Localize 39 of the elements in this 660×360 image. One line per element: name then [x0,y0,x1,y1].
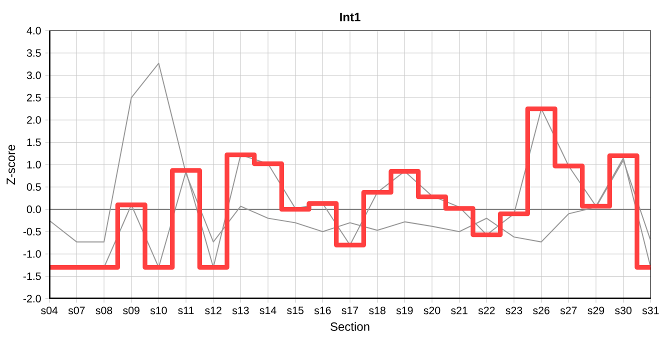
y-tick-label: 2.0 [27,116,41,124]
y-tick-label: 0.0 [26,206,41,214]
x-tick-label: s27 [560,306,577,314]
chart-title: Int1 [340,12,360,22]
x-tick-label: s31 [642,306,659,314]
y-tick-label: -1.0 [23,250,41,258]
x-tick-label: s13 [232,306,249,314]
x-tick-label: s14 [260,306,276,314]
x-tick-label: s17 [342,306,358,314]
y-tick-label: 3.0 [26,72,41,80]
y-tick-label: 2.5 [27,94,41,102]
x-tick-label: s12 [205,306,222,314]
x-tick-label: s23 [506,306,522,314]
x-tick-label: s29 [588,306,604,314]
x-tick-label: s15 [287,306,304,314]
x-tick-label: s22 [478,306,495,314]
x-tick-label: s07 [68,306,85,314]
y-tick-label: 1.0 [27,160,41,168]
x-tick-label: s11 [178,306,194,314]
x-tick-label: s18 [369,306,386,314]
y-tick-label: 3.5 [26,49,41,57]
y-axis-title: Z-score [6,144,16,185]
x-tick-label: s08 [96,306,112,314]
x-tick-label: s16 [314,306,331,314]
x-tick-label: s30 [615,306,632,314]
x-axis-title: Section [330,322,370,331]
y-tick-label: -0.5 [23,228,41,236]
x-tick-label: s04 [41,306,58,314]
x-tick-label: s21 [451,306,468,314]
x-tick-label: s19 [396,306,413,314]
y-tick-label: 1.5 [27,138,41,146]
y-tick-label: 4.0 [26,26,41,34]
x-tick-label: s20 [424,306,440,314]
y-tick-label: -2.0 [23,294,41,302]
x-tick-label: s10 [150,306,167,314]
x-tick-label: s26 [533,306,550,314]
y-tick-label: -1.5 [23,272,41,280]
y-tick-label: 0.5 [26,183,41,191]
x-tick-label: s09 [123,306,140,314]
